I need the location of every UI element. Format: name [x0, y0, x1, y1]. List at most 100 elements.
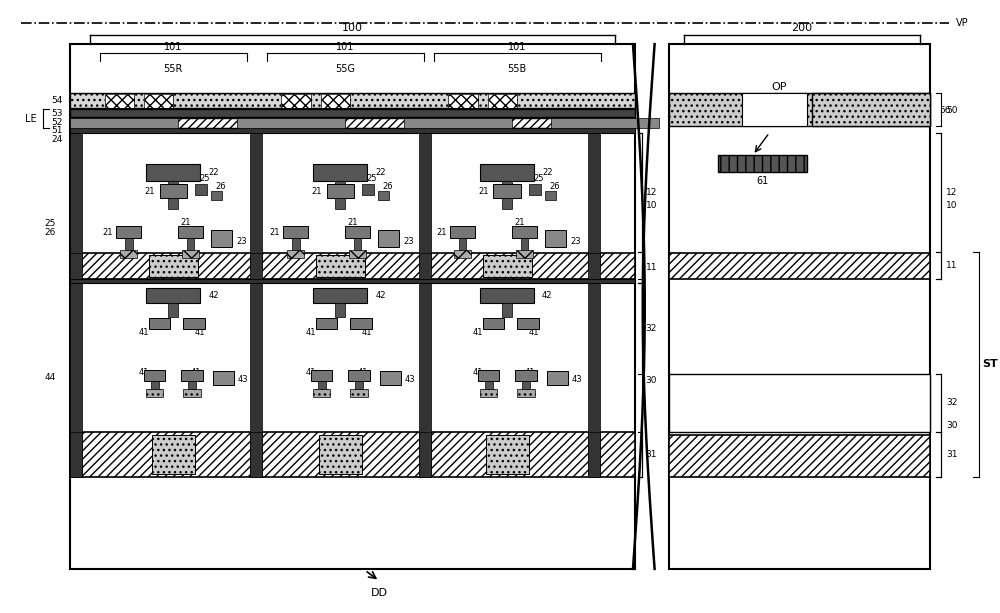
Text: 21: 21 — [437, 227, 447, 237]
Bar — [105, 94, 134, 107]
Text: 22: 22 — [208, 169, 219, 177]
Bar — [311, 370, 332, 381]
Bar — [70, 44, 635, 569]
Bar — [187, 238, 194, 250]
Text: 12: 12 — [946, 188, 958, 197]
Text: 101: 101 — [508, 42, 526, 52]
Bar — [168, 181, 178, 194]
Text: 21: 21 — [103, 227, 113, 237]
Bar — [454, 250, 471, 257]
Bar — [551, 118, 659, 128]
Text: OP: OP — [772, 82, 787, 92]
Bar — [354, 238, 361, 250]
Text: 24: 24 — [51, 135, 62, 144]
Bar — [348, 370, 370, 381]
Bar — [211, 230, 232, 247]
Bar — [486, 435, 529, 474]
Bar — [70, 118, 178, 128]
Bar — [669, 44, 930, 569]
Bar — [70, 109, 635, 117]
Bar — [178, 226, 203, 238]
Bar — [742, 93, 807, 126]
Text: 41: 41 — [529, 327, 539, 337]
Bar — [488, 94, 517, 107]
Text: 11: 11 — [946, 261, 958, 270]
Text: 41: 41 — [362, 327, 372, 337]
Bar — [669, 253, 930, 279]
Bar — [478, 370, 499, 381]
Bar — [183, 389, 201, 397]
Text: 26: 26 — [44, 227, 55, 237]
Bar — [529, 185, 541, 196]
Bar — [105, 94, 134, 107]
Bar — [292, 238, 300, 250]
Text: 30: 30 — [946, 421, 958, 430]
Text: 54: 54 — [51, 96, 62, 105]
Bar — [355, 381, 363, 389]
Bar — [70, 283, 635, 478]
Bar — [450, 226, 475, 238]
Bar — [547, 371, 568, 384]
Bar — [237, 118, 345, 128]
Bar — [70, 253, 635, 279]
Bar — [250, 132, 262, 270]
Bar — [70, 253, 82, 279]
Bar — [516, 250, 533, 257]
Bar — [335, 303, 345, 317]
Bar — [70, 432, 82, 478]
Bar — [502, 181, 512, 194]
Bar — [152, 435, 195, 474]
Bar — [545, 230, 566, 247]
Text: 21: 21 — [180, 218, 191, 227]
Text: ST: ST — [983, 359, 998, 370]
Text: 10: 10 — [646, 201, 657, 210]
Bar — [318, 381, 326, 389]
Bar — [144, 94, 173, 107]
Text: 41: 41 — [472, 368, 483, 377]
Bar — [512, 226, 537, 238]
Bar — [250, 253, 262, 279]
Bar — [483, 318, 504, 329]
Text: 41: 41 — [472, 327, 483, 337]
Bar — [335, 198, 345, 209]
Bar — [588, 132, 600, 270]
Text: 41: 41 — [525, 368, 535, 377]
Bar — [404, 118, 512, 128]
Text: 26: 26 — [549, 182, 560, 191]
Bar — [211, 191, 222, 200]
Bar — [588, 432, 600, 478]
Bar — [70, 93, 635, 108]
Bar — [70, 432, 635, 478]
Text: 21: 21 — [311, 187, 322, 196]
Text: 10: 10 — [946, 201, 958, 210]
Text: 41: 41 — [138, 368, 149, 377]
Bar — [188, 381, 196, 389]
Text: 11: 11 — [646, 263, 657, 272]
Bar — [669, 374, 930, 432]
Bar — [316, 255, 365, 276]
Bar — [669, 435, 930, 478]
Text: 22: 22 — [375, 169, 386, 177]
Bar — [146, 389, 163, 397]
Bar — [588, 283, 600, 478]
Bar — [483, 255, 532, 276]
Bar — [588, 253, 600, 279]
Text: 101: 101 — [336, 42, 354, 52]
Bar — [313, 389, 330, 397]
Bar — [480, 389, 497, 397]
Text: 42: 42 — [375, 291, 386, 300]
Bar — [182, 250, 199, 257]
Text: 42: 42 — [542, 291, 553, 300]
Bar — [146, 288, 200, 303]
Text: 31: 31 — [646, 450, 657, 459]
Bar — [335, 181, 345, 194]
Bar — [183, 318, 205, 329]
Bar — [70, 118, 635, 128]
Bar — [419, 253, 431, 279]
Bar — [321, 94, 350, 107]
Text: 23: 23 — [236, 237, 247, 246]
Bar — [116, 226, 141, 238]
Bar — [345, 226, 370, 238]
Text: 200: 200 — [791, 23, 812, 32]
Bar — [522, 381, 530, 389]
